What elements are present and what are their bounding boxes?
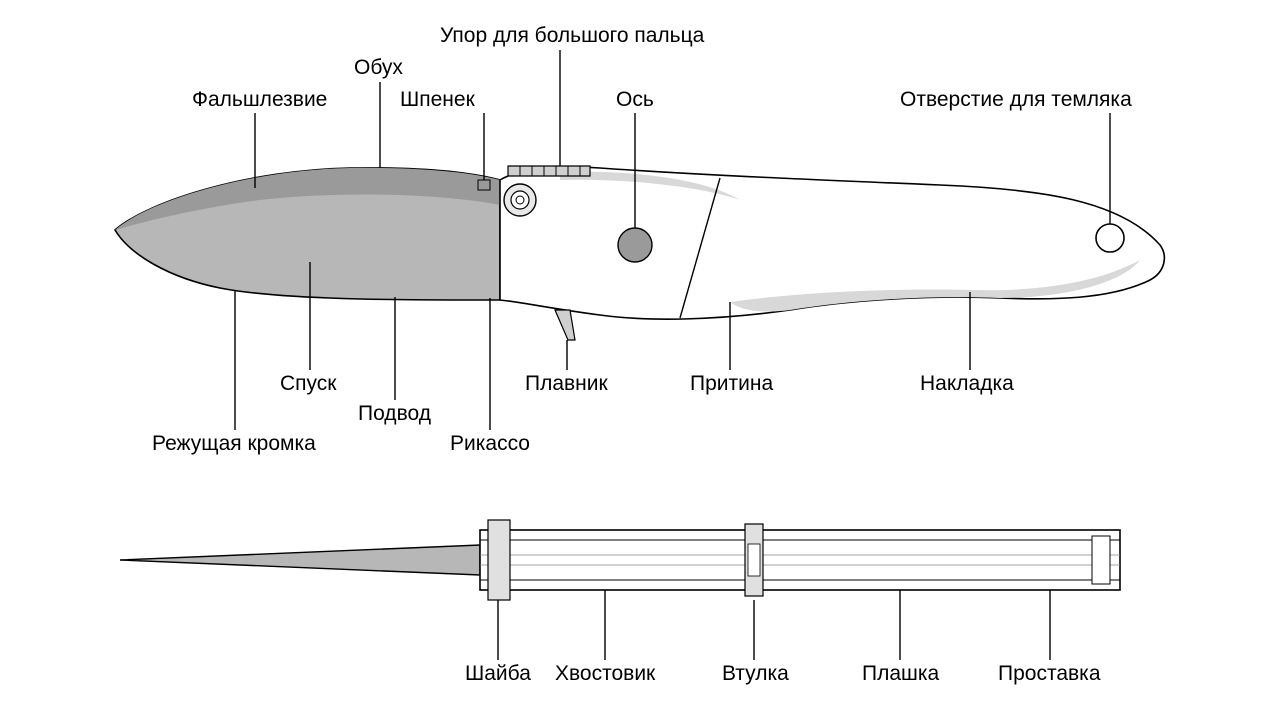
flipper — [555, 310, 575, 340]
label-scale: Накладка — [920, 372, 1014, 396]
label-thumb-stud: Шпенек — [400, 88, 475, 112]
label-washer: Шайба — [465, 662, 531, 686]
pivot-inner — [511, 191, 529, 209]
label-bushing: Втулка — [722, 662, 789, 686]
label-axis: Ось — [616, 88, 654, 112]
open-knife — [115, 166, 1164, 340]
label-false-edge: Фальшлезвие — [192, 88, 327, 112]
closed-blade — [120, 545, 480, 575]
label-bolster: Притина — [690, 372, 773, 396]
label-bevel: Спуск — [280, 372, 337, 396]
closed-handle — [480, 530, 1120, 590]
label-cutting-edge: Режущая кромка — [152, 432, 316, 456]
closed-knife — [120, 520, 1120, 600]
label-spacer: Проставка — [998, 662, 1101, 686]
label-ricasso: Рикассо — [450, 432, 530, 456]
axis-disc — [618, 228, 652, 262]
label-liner: Плашка — [862, 662, 939, 686]
label-spine: Обух — [354, 56, 403, 80]
label-thumb-rest: Упор для большого пальца — [440, 24, 704, 48]
lanyard-hole — [1096, 224, 1124, 252]
label-flipper: Плавник — [525, 372, 608, 396]
label-tang: Хвостовик — [555, 662, 655, 686]
label-micro-bevel: Подвод — [358, 402, 431, 426]
thumb-stud — [478, 180, 490, 190]
label-lanyard-hole: Отверстие для темляка — [900, 88, 1132, 112]
